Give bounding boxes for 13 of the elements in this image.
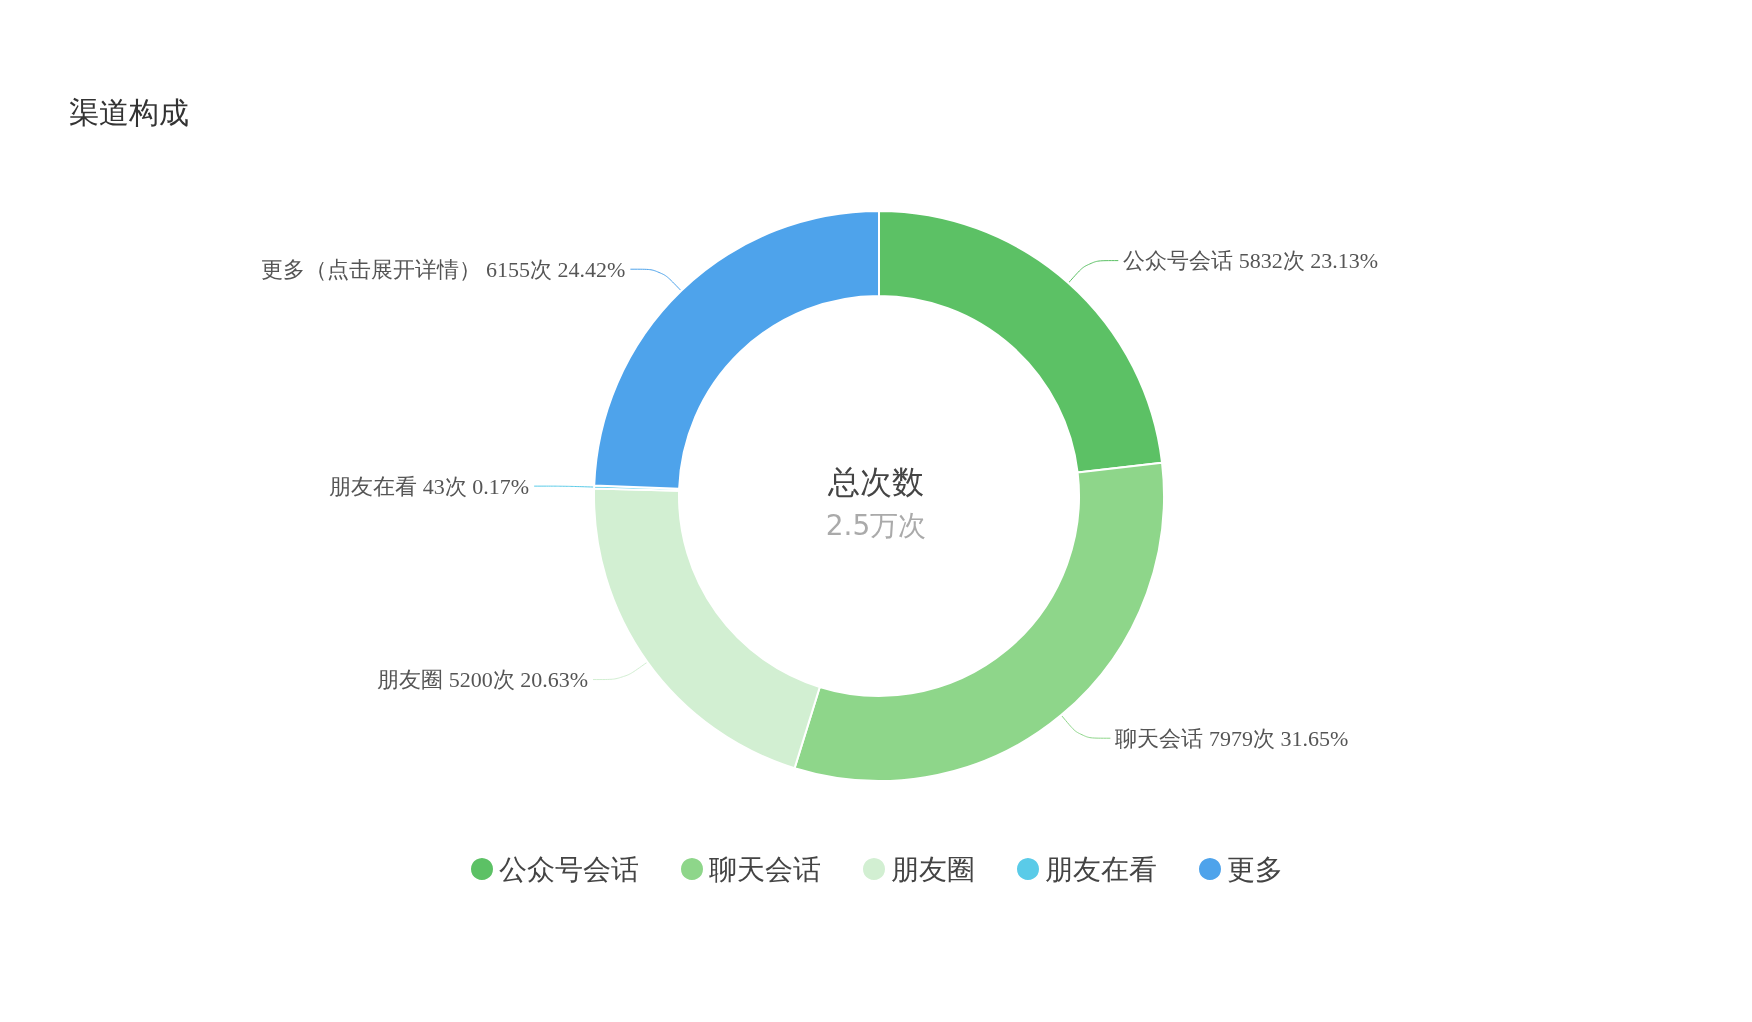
data-label: 朋友在看 43次 0.17% [329, 473, 530, 499]
data-label: 朋友圈 5200次 20.63% [377, 667, 588, 693]
data-label: 聊天会话 7979次 31.65% [1115, 725, 1349, 751]
legend-label: 公众号会话 [499, 853, 639, 885]
text: 总次数 [827, 463, 924, 501]
legend-label: 聊天会话 [709, 853, 821, 885]
data-label: 公众号会话 5832次 23.13% [1123, 248, 1379, 274]
legend-label: 朋友圈 [891, 853, 975, 885]
chart-title: 渠道构成 [69, 94, 189, 130]
text: 2.5万次 [825, 508, 927, 542]
legend-label: 更多 [1227, 853, 1283, 885]
data-label: 更多（点击展开详情） 6155次 24.42% [260, 256, 626, 282]
legend-label: 朋友在看 [1045, 853, 1157, 885]
